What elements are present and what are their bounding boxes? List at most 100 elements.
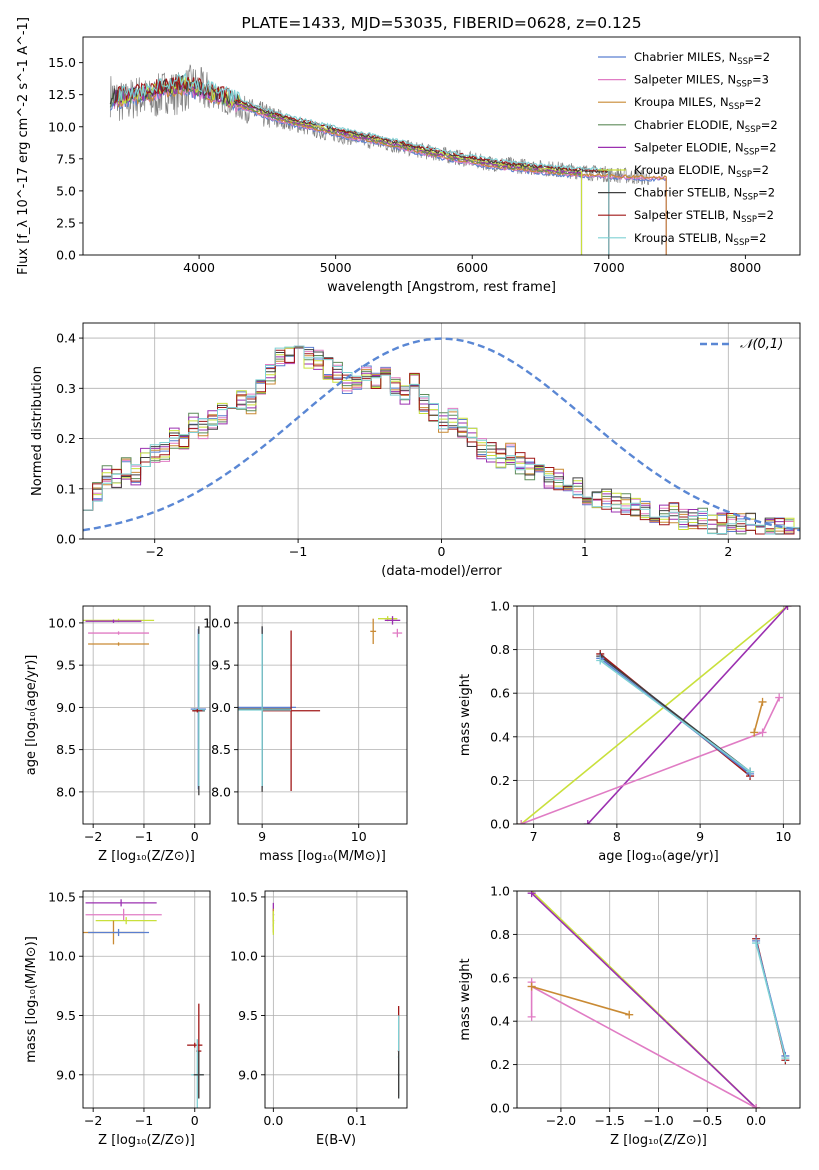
errorbar-point <box>88 631 150 635</box>
y-tick-label: 15.0 <box>48 55 76 70</box>
x-axis-label: Z [log₁₀(Z/Z⊙)] <box>610 1133 707 1148</box>
x-tick-label: 4000 <box>183 260 215 275</box>
mass-weight-line <box>755 942 787 1059</box>
histogram-step-line <box>83 347 800 533</box>
errorbar-point <box>272 911 275 935</box>
legend-entry: Kroupa STELIB, NSSP=2 <box>634 231 766 248</box>
errorbar-point <box>85 619 142 623</box>
spectrum-panel: 4000 5000 6000 7000 8000 0.0 2.5 5.0 7.5 10.0 12.5… <box>16 14 801 295</box>
mass-weight-line <box>753 701 764 733</box>
legend-entry: Kroupa MILES, NSSP=2 <box>634 95 761 112</box>
mass-weight-marker <box>517 820 526 824</box>
mass_weight_vs_age-plot-area <box>517 606 792 824</box>
y-tick-label: 8.0 <box>211 784 231 799</box>
errorbar-point <box>88 928 150 937</box>
histogram-step-line <box>83 346 800 535</box>
y-tick-label: 9.0 <box>211 700 231 715</box>
y-tick-label: 0.8 <box>490 642 510 657</box>
mass-weight-line <box>587 606 789 824</box>
y-tick-label: 9.0 <box>238 1067 258 1082</box>
mass-weight-line <box>531 892 757 1108</box>
age_vs_Z-plot-area <box>83 618 206 796</box>
errorbar-point <box>384 616 401 625</box>
mass-weight-marker <box>750 728 759 737</box>
y-tick-label: 9.5 <box>238 1008 258 1023</box>
x-tick-label: −2 <box>145 544 163 559</box>
x-tick-label: 0.1 <box>347 1113 367 1128</box>
y-axis-label: mass weight <box>458 958 473 1040</box>
mass-weight-line <box>520 697 780 824</box>
errorbar-point <box>95 917 157 925</box>
x-tick-label: −2 <box>84 1113 102 1128</box>
y-tick-label: 0.4 <box>490 1014 510 1029</box>
y-tick-label: 9.5 <box>211 658 231 673</box>
legend-entry: Salpeter ELODIE, NSSP=2 <box>634 140 777 157</box>
y-tick-label: 1.0 <box>490 599 510 614</box>
histogram-step-line <box>83 345 800 535</box>
model-spectrum-line <box>117 72 610 255</box>
x-tick-label: −2.0 <box>546 1113 576 1128</box>
x-tick-label: 9 <box>258 829 266 844</box>
x-tick-label: 5000 <box>320 260 352 275</box>
x-tick-label: 7 <box>530 829 538 844</box>
x-tick-label: 0 <box>191 829 199 844</box>
y-tick-label: 10.5 <box>48 889 76 904</box>
mass-weight-marker <box>783 606 792 610</box>
chart-title: PLATE=1433, MJD=53035, FIBERID=0628, z=0… <box>241 14 641 32</box>
y-tick-label: 0.6 <box>490 970 510 985</box>
mass-weight-marker <box>596 656 605 665</box>
y-tick-label: 10.0 <box>203 615 231 630</box>
mass-weight-marker <box>527 982 536 991</box>
y-tick-label: 0.3 <box>56 381 76 396</box>
x-tick-label: 9 <box>696 829 704 844</box>
mass-weight-marker <box>752 939 761 948</box>
age_vs_Z-frame <box>82 605 211 825</box>
errorbar-point <box>85 908 162 921</box>
mass_weight_vs_age-frame <box>516 605 801 825</box>
y-tick-label: 0.0 <box>56 532 76 547</box>
y-tick-label: 9.0 <box>56 700 76 715</box>
mass-weight-marker <box>758 697 767 706</box>
x-axis-label: Z [log₁₀(Z/Z⊙)] <box>98 849 195 864</box>
age_vs_mass-frame <box>237 605 408 825</box>
y-tick-label: 10.5 <box>230 889 258 904</box>
legend-entry: Salpeter STELIB, NSSP=2 <box>634 208 774 225</box>
mass_vs_Z-frame <box>82 890 211 1109</box>
model-spectrum-line <box>117 78 667 255</box>
mass-weight-line <box>599 659 751 773</box>
x-tick-label: 8 <box>613 829 621 844</box>
y-tick-label: 0.0 <box>490 1101 510 1116</box>
y-tick-label: 8.5 <box>56 742 76 757</box>
x-tick-label: 8000 <box>729 260 761 275</box>
errorbar-point <box>397 1051 400 1099</box>
y-tick-label: 10.0 <box>48 949 76 964</box>
legend-entry: Kroupa ELODIE, NSSP=2 <box>634 163 769 180</box>
x-tick-label: 10 <box>351 829 367 844</box>
x-tick-label: −1.0 <box>643 1113 673 1128</box>
model-spectrum-line <box>113 79 583 255</box>
x-axis-label: wavelength [Angstrom, rest frame] <box>327 280 556 295</box>
x-tick-label: 0 <box>191 1113 199 1128</box>
legend-entry: Chabrier ELODIE, NSSP=2 <box>634 118 778 135</box>
y-tick-label: 2.5 <box>56 215 76 230</box>
y-tick-label: 8.5 <box>211 742 231 757</box>
x-tick-label: 6000 <box>456 260 488 275</box>
x-tick-label: 0.0 <box>263 1113 283 1128</box>
histogram-step-line <box>83 346 800 535</box>
mass_weight_vs_age-panel: 7 8 9 10 0.0 0.2 0.4 0.6 0.8 1.0 age [log₁₀(age/yr… <box>458 599 801 864</box>
y-tick-label: 0.4 <box>56 331 76 346</box>
residuals-panel: −2 −1 0 1 2 0.0 0.1 0.2 0.3 0.4 (data-model)/error… <box>30 322 801 579</box>
mass-weight-marker <box>527 891 536 898</box>
mass-weight-line <box>520 606 789 824</box>
y-tick-label: 0.8 <box>490 927 510 942</box>
y-tick-label: 10.0 <box>230 949 258 964</box>
y-tick-label: 0.2 <box>56 431 76 446</box>
x-axis-label: (data-model)/error <box>381 564 502 579</box>
errorbar-point <box>392 628 403 638</box>
model-spectrum-line <box>117 76 583 255</box>
y-tick-label: 7.5 <box>56 151 76 166</box>
mass_vs_ebv-panel: 0.0 0.1 9.0 9.5 10.0 10.5 E(B-V) <box>230 889 408 1148</box>
histogram-step-line <box>83 345 800 535</box>
y-axis-label: age [log₁₀(age/yr)] <box>24 655 39 776</box>
